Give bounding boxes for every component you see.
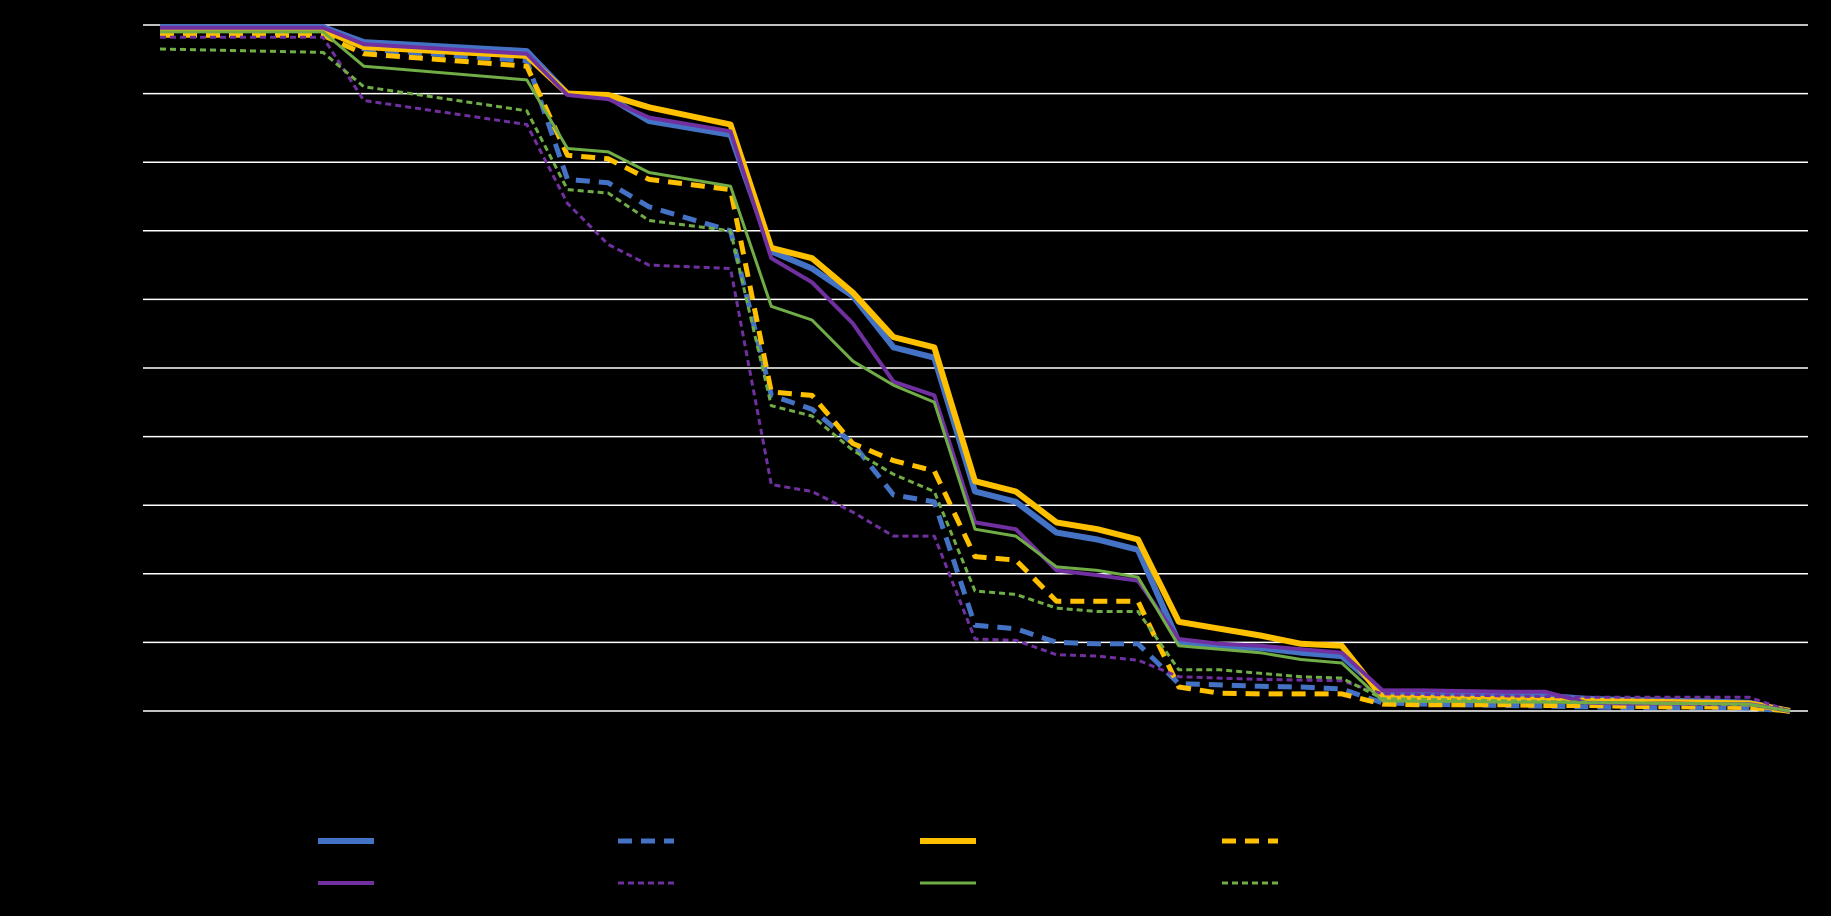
legend [318, 838, 1278, 885]
series-line-6 [160, 35, 1791, 713]
series-lines [159, 24, 1791, 714]
gridlines [143, 24, 1808, 712]
series-line-2 [160, 25, 1791, 714]
series-line-4 [160, 32, 1791, 714]
series-line-8 [159, 47, 1791, 713]
